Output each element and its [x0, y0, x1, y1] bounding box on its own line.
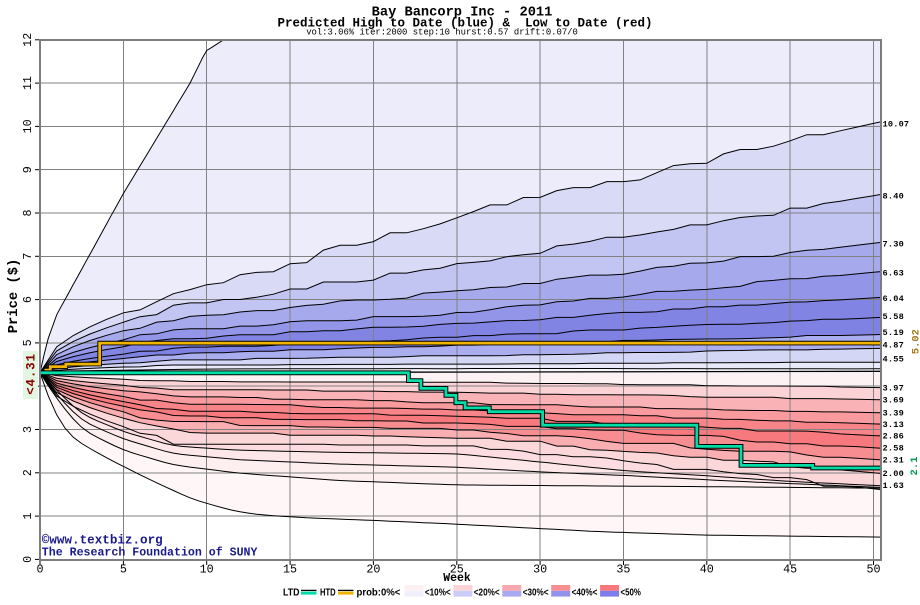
- svg-text:4.55: 4.55: [883, 354, 904, 364]
- svg-text:35: 35: [616, 562, 630, 576]
- svg-text:10: 10: [21, 119, 35, 133]
- svg-text:5: 5: [21, 339, 35, 346]
- svg-text:Bay Bancorp Inc - 2011: Bay Bancorp Inc - 2011: [372, 6, 553, 21]
- svg-text:2: 2: [21, 469, 35, 476]
- svg-text:8.40: 8.40: [883, 192, 904, 202]
- svg-text:3.13: 3.13: [883, 420, 904, 430]
- svg-text:<20%<: <20%<: [474, 587, 500, 598]
- svg-text:3: 3: [21, 426, 35, 433]
- svg-text:3.39: 3.39: [883, 409, 904, 419]
- svg-text:3.69: 3.69: [883, 396, 904, 406]
- svg-text:Predicted High to Date (blue): Predicted High to Date (blue) & Low to D…: [277, 17, 652, 31]
- svg-text:2.58: 2.58: [883, 444, 904, 454]
- svg-text:6: 6: [21, 296, 35, 303]
- svg-text:2.31: 2.31: [883, 455, 904, 465]
- svg-text:40: 40: [700, 562, 714, 576]
- svg-text:6.04: 6.04: [883, 294, 904, 304]
- svg-text:15: 15: [283, 562, 297, 576]
- svg-text:©www.textbiz.org: ©www.textbiz.org: [42, 534, 163, 548]
- svg-text:5.58: 5.58: [883, 312, 904, 322]
- svg-text:45: 45: [783, 562, 797, 576]
- svg-text:2.1: 2.1: [909, 457, 920, 476]
- svg-text:<4.31: <4.31: [25, 353, 39, 395]
- svg-text:11: 11: [21, 76, 35, 90]
- svg-text:7: 7: [21, 253, 35, 260]
- svg-text:7.30: 7.30: [883, 239, 904, 249]
- svg-text:prob:0%<: prob:0%<: [357, 587, 401, 598]
- svg-text:5.19: 5.19: [883, 328, 904, 338]
- svg-text:HTD: HTD: [320, 587, 336, 598]
- svg-text:9: 9: [21, 166, 35, 173]
- svg-text:0: 0: [21, 556, 35, 563]
- svg-text:8: 8: [21, 209, 35, 216]
- svg-text:<30%<: <30%<: [523, 587, 549, 598]
- svg-text:25: 25: [450, 562, 464, 576]
- svg-text:5: 5: [120, 562, 127, 576]
- svg-text:50: 50: [866, 562, 880, 576]
- svg-text:LTD: LTD: [283, 587, 300, 598]
- svg-text:<40%<: <40%<: [572, 587, 598, 598]
- svg-text:30: 30: [533, 562, 547, 576]
- svg-text:<10%<: <10%<: [425, 587, 451, 598]
- svg-text:Price ($): Price ($): [6, 259, 22, 334]
- svg-text:10.07: 10.07: [883, 119, 910, 129]
- svg-text:Week: Week: [443, 572, 471, 585]
- svg-text:5.02: 5.02: [911, 329, 920, 354]
- svg-text:2.00: 2.00: [883, 469, 904, 479]
- svg-text:3.97: 3.97: [883, 383, 904, 393]
- svg-text:4.87: 4.87: [883, 341, 904, 351]
- svg-text:2.86: 2.86: [883, 432, 904, 442]
- svg-text:vol:3.06% iter:2000 step:10 hu: vol:3.06% iter:2000 step:10 hurst:0.57 d…: [306, 28, 578, 38]
- svg-text:12: 12: [21, 33, 35, 47]
- svg-text:0: 0: [36, 562, 43, 576]
- svg-text:6.63: 6.63: [883, 268, 904, 278]
- svg-text:1.63: 1.63: [883, 481, 904, 491]
- svg-text:10: 10: [200, 562, 214, 576]
- svg-text:1: 1: [21, 513, 35, 520]
- svg-text:<50%: <50%: [621, 587, 641, 598]
- svg-text:The Research Foundation of SUN: The Research Foundation of SUNY: [42, 547, 258, 560]
- svg-text:20: 20: [366, 562, 380, 576]
